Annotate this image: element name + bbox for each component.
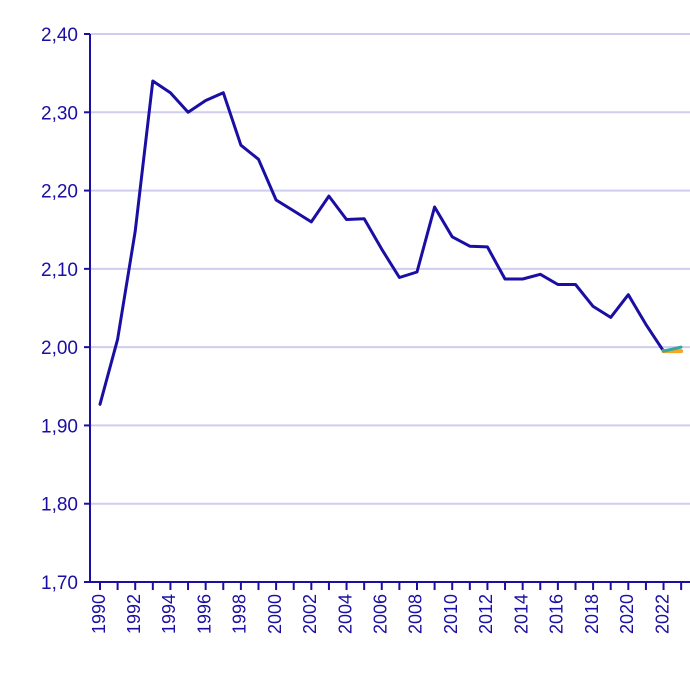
x-tick-label: 2016 (547, 594, 567, 634)
x-tick-label: 1998 (230, 594, 250, 634)
x-tick-label: 2008 (406, 594, 426, 634)
y-tick-label: 2,20 (41, 182, 78, 203)
x-tick-label: 2018 (582, 594, 602, 634)
y-tick-label: 2,00 (41, 338, 78, 359)
x-tick-label: 1992 (124, 594, 144, 634)
y-tick-label: 1,90 (41, 416, 78, 437)
axes (89, 34, 690, 583)
y-axis-ticks: 1,70 1,80 1,90 2,00 2,10 2,20 2,30 2,40 (41, 25, 90, 594)
x-tick-label: 1990 (89, 594, 109, 634)
x-tick-label: 2006 (371, 594, 391, 634)
x-tick-label: 2004 (335, 594, 355, 634)
x-tick-label: 2010 (441, 594, 461, 634)
y-tick-label: 2,40 (41, 25, 78, 46)
x-tick-label: 2012 (476, 594, 496, 634)
y-tick-label: 1,70 (41, 573, 78, 594)
y-tick-label: 1,80 (41, 495, 78, 516)
series-layer (98, 79, 684, 406)
series-line-main (98, 79, 665, 406)
y-tick-label: 2,10 (41, 260, 78, 281)
x-tick-label: 2020 (617, 594, 637, 634)
y-tick-label: 2,30 (41, 103, 78, 124)
x-tick-label: 2022 (652, 594, 672, 634)
x-tick-label: 2000 (265, 594, 285, 634)
x-tick-label: 2014 (511, 594, 531, 634)
series-line-projection-b (662, 345, 683, 353)
x-axis-ticks: 1990 1992 1994 1996 1998 2000 2002 2004 2006 2008… (89, 582, 683, 634)
x-tick-label: 1996 (194, 594, 214, 634)
x-tick-label: 2002 (300, 594, 320, 634)
x-tick-label: 1994 (159, 594, 179, 634)
